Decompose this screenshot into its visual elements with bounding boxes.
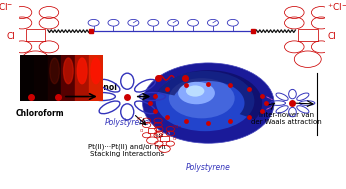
Text: $^{+}$Cl$^{-}$: $^{+}$Cl$^{-}$ xyxy=(327,1,346,13)
Circle shape xyxy=(169,78,235,118)
Text: Polystyrene: Polystyrene xyxy=(105,118,150,127)
Text: III: III xyxy=(166,73,177,83)
Text: Chloroform: Chloroform xyxy=(16,109,64,118)
Text: Pt(II)···Pt(II) and/or π-π
Stacking Interactions: Pt(II)···Pt(II) and/or π-π Stacking Inte… xyxy=(89,143,166,156)
Circle shape xyxy=(143,63,274,143)
Text: Cl$^{-}$: Cl$^{-}$ xyxy=(136,115,144,122)
Text: Cl$^{-}$: Cl$^{-}$ xyxy=(0,1,14,12)
Bar xyxy=(161,136,169,141)
Text: Cl: Cl xyxy=(140,129,144,133)
Polygon shape xyxy=(158,70,262,120)
Text: Cl: Cl xyxy=(7,32,15,41)
Text: Polystyrene: Polystyrene xyxy=(186,163,231,172)
Circle shape xyxy=(186,85,204,97)
Text: Cl: Cl xyxy=(173,137,177,141)
Bar xyxy=(26,29,45,41)
Text: Cl: Cl xyxy=(328,32,337,41)
Bar xyxy=(148,128,156,133)
Text: $^{+}$Cl$^{-}$: $^{+}$Cl$^{-}$ xyxy=(172,123,182,131)
Text: Methanol: Methanol xyxy=(76,83,117,92)
Circle shape xyxy=(178,82,215,104)
Bar xyxy=(298,29,318,41)
Circle shape xyxy=(156,71,254,131)
Text: Inter-flower van
der Waals attraction: Inter-flower van der Waals attraction xyxy=(251,112,322,125)
